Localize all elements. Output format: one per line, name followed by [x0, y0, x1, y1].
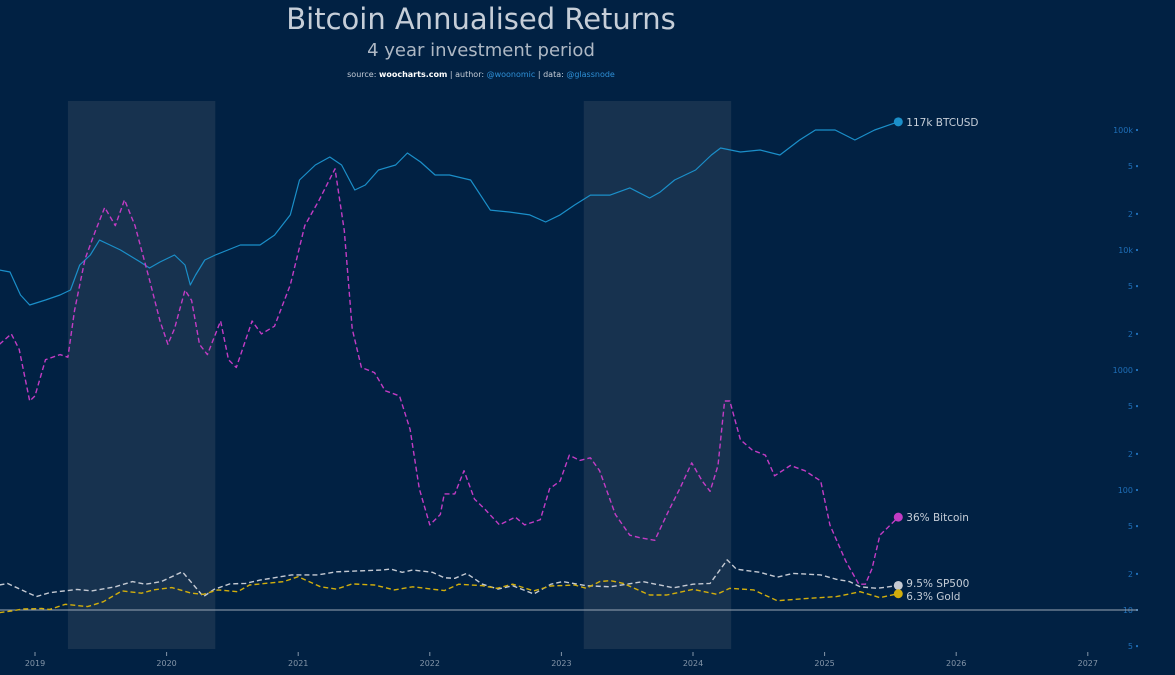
y-tick-mark	[1136, 332, 1138, 335]
y-tick-mark	[1136, 525, 1138, 528]
x-tick-label: 2025	[814, 659, 834, 668]
x-tick-label: 2023	[551, 659, 571, 668]
y-tick-label: 5	[1128, 162, 1133, 171]
chart-title: Bitcoin Annualised Returns	[286, 2, 676, 36]
end-label-btcusd: 117k BTCUSD	[906, 117, 978, 129]
source-site: woocharts.com	[378, 70, 448, 79]
data-source-link[interactable]: @glassnode	[566, 70, 615, 79]
end-marker-sp500	[893, 580, 903, 590]
x-tick-label: 2020	[156, 659, 176, 668]
y-tick-label: 5	[1128, 402, 1133, 411]
y-tick-label: 100	[1118, 486, 1133, 495]
y-tick-label: 5	[1128, 282, 1133, 291]
y-tick-label: 5	[1128, 522, 1133, 531]
series-lines	[0, 121, 899, 614]
y-tick-mark	[1136, 369, 1138, 371]
end-marker-bitcoin	[893, 512, 903, 522]
source-line: source: woocharts.com | author: @woonomi…	[0, 70, 962, 79]
data-label: | data:	[537, 70, 564, 79]
author-label: | author:	[449, 70, 485, 79]
series-line-sp500	[0, 559, 899, 598]
end-label-sp500: 9.5% SP500	[906, 578, 969, 590]
x-tick-label: 2027	[1078, 659, 1098, 668]
y-tick-label: 5	[1128, 642, 1133, 651]
shaded-period	[583, 101, 732, 649]
series-line-btcusd	[0, 121, 899, 306]
y-tick-mark	[1136, 212, 1138, 215]
end-marker-btcusd	[893, 117, 903, 127]
source-label: source:	[347, 70, 377, 79]
x-tick-label: 2024	[683, 659, 703, 668]
y-tick-mark	[1136, 405, 1138, 408]
y-tick-label: 1000	[1113, 366, 1133, 375]
y-tick-mark	[1136, 165, 1138, 168]
y-tick-mark	[1136, 285, 1138, 288]
x-tick-label: 2019	[25, 659, 45, 668]
x-tick-label: 2022	[420, 659, 440, 668]
series-line-gold	[0, 576, 899, 614]
series-line-bitcoin	[0, 168, 899, 585]
end-label-bitcoin: 36% Bitcoin	[906, 512, 969, 524]
y-tick-label: 10k	[1118, 246, 1133, 255]
author-link[interactable]: @woonomic	[486, 70, 536, 79]
x-tick-label: 2026	[946, 659, 966, 668]
y-tick-label: 2	[1128, 330, 1133, 339]
y-tick-mark	[1136, 645, 1138, 648]
y-tick-label: 100k	[1113, 126, 1133, 135]
y-tick-label: 2	[1128, 450, 1133, 459]
x-tick-label: 2021	[288, 659, 308, 668]
chart-subtitle: 4 year investment period	[367, 40, 595, 61]
y-tick-mark	[1136, 129, 1138, 131]
y-tick-label: 2	[1128, 570, 1133, 579]
shaded-period	[67, 101, 216, 649]
shaded-periods	[67, 101, 732, 649]
y-tick-label: 2	[1128, 210, 1133, 219]
y-tick-mark	[1136, 249, 1138, 251]
end-marker-gold	[893, 589, 903, 599]
y-tick-mark	[1136, 452, 1138, 455]
y-tick-mark	[1136, 572, 1138, 575]
y-tick-mark	[1136, 489, 1138, 491]
end-label-gold: 6.3% Gold	[906, 591, 960, 603]
